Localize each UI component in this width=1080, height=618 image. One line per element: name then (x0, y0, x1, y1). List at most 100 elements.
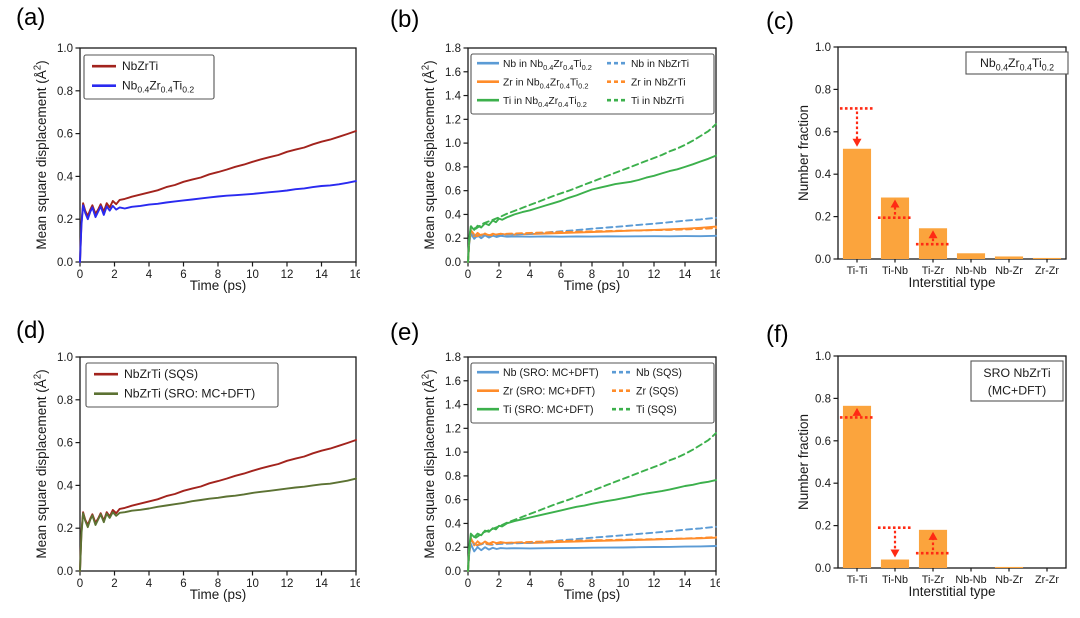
x-category-label: Nb-Zr (995, 265, 1023, 277)
y-tick-label: 1.8 (445, 43, 461, 55)
bar-Ti-Ti (842, 148, 872, 259)
x-tick-label: 8 (589, 578, 595, 590)
panel-e-chart: 0.0 0.2 0.4 0.6 0.8 1.0 1.2 1.4 1.6 1.8 Mean squar… (420, 352, 720, 602)
y-tick-label: 0.0 (445, 257, 461, 269)
ref-arrow-head-Ti-Nb (890, 199, 900, 208)
panel-d-chart: 0.0 0.2 0.4 0.6 0.8 1.0 Mean square displaceme… (32, 352, 360, 602)
x-category-label: Ti-Ti (847, 574, 868, 586)
y-axis-label: Mean square displacement (Å2) (420, 60, 437, 249)
x-tick-label: 12 (281, 269, 294, 281)
y-tick-label: 0.2 (445, 542, 461, 554)
y-tick-label: 0.8 (815, 84, 831, 96)
x-tick-label: 6 (558, 269, 564, 281)
x-tick-label: 2 (111, 269, 117, 281)
legend-label-2: Ti in Nb0.4Zr0.4Ti0.2 (503, 96, 587, 109)
y-tick-label: 0.8 (57, 395, 73, 407)
legend-box (470, 362, 715, 424)
x-tick-label: 14 (315, 578, 328, 590)
y-tick-label: 1.6 (445, 376, 461, 388)
y-tick-label: 1.2 (445, 423, 461, 435)
ref-arrow-head-Ti-Zr (928, 230, 938, 239)
y-tick-label: 0.6 (445, 495, 461, 507)
x-category-label: Nb-Nb (955, 265, 986, 277)
y-tick-label: 0.6 (57, 438, 73, 450)
series-1 (79, 477, 357, 572)
x-tick-label: 12 (281, 578, 294, 590)
legend-box (83, 54, 215, 100)
series-3 (467, 216, 717, 263)
y-axis-label: Number fraction (796, 414, 811, 510)
legend-label-0: NbZrTi (SQS) (124, 367, 198, 381)
x-category-label: Zr-Zr (1035, 265, 1059, 277)
y-axis: 0.0 0.2 0.4 0.6 0.8 1.0 (815, 42, 838, 266)
x-tick-label: 2 (496, 269, 502, 281)
panel-f: (f) 0.0 0.2 0.4 0.6 0.8 1.0 Number fraction Int… (720, 309, 1080, 618)
x-tick-label: 16 (350, 578, 360, 590)
series-0 (467, 232, 717, 263)
x-category-label: Ti-Nb (882, 265, 908, 277)
y-tick-label: 0.0 (57, 257, 73, 269)
x-tick-label: 2 (496, 578, 502, 590)
panel-b: (b) 0.0 0.2 0.4 0.6 0.8 1.0 1.2 1.4 1.6 1.8 Mean s… (360, 0, 720, 309)
panel-label-f: (f) (766, 321, 789, 348)
y-axis: 0.0 0.2 0.4 0.6 0.8 1.0 (57, 43, 80, 269)
legend-label-4: Zr (SQS) (636, 386, 678, 398)
x-axis: Ti-Ti Ti-Nb Ti-Zr Nb-Nb Nb-Zr Zr-Zr (847, 568, 1059, 586)
legend-label-3: Nb in NbZrTi (631, 59, 689, 70)
y-tick-label: 0.2 (57, 214, 73, 226)
y-tick-label: 0.8 (815, 393, 831, 405)
bar-Ti-Ti (842, 405, 872, 568)
y-axis: 0.0 0.2 0.4 0.6 0.8 1.0 1.2 1.4 1.6 1.8 (445, 352, 468, 578)
x-category-label: Ti-Zr (922, 265, 945, 277)
title-box (965, 51, 1069, 75)
x-category-label: Nb-Zr (995, 574, 1023, 586)
x-tick-label: 0 (77, 578, 83, 590)
panel-label-d: (d) (16, 317, 46, 344)
series-0 (79, 439, 357, 572)
series-0 (467, 542, 717, 572)
x-tick-label: 0 (465, 578, 471, 590)
y-tick-label: 0.2 (815, 521, 831, 533)
series-5 (467, 123, 717, 263)
legend-label-1: Zr in Nb0.4Zr0.4Ti0.2 (503, 78, 588, 91)
y-tick-label: 0.2 (57, 523, 73, 535)
panel-e: (e) 0.0 0.2 0.4 0.6 0.8 1.0 1.2 1.4 1.6 1.8 Mean s… (360, 309, 720, 618)
x-tick-label: 16 (350, 269, 360, 281)
y-tick-label: 1.2 (445, 114, 461, 126)
title-box-line-0: Nb0.4Zr0.4Ti0.2 (980, 56, 1054, 72)
x-tick-label: 4 (527, 269, 534, 281)
y-tick-label: 0.8 (57, 86, 73, 98)
y-tick-label: 1.4 (445, 400, 462, 412)
panel-a-chart: 0.0 0.2 0.4 0.6 0.8 1.0 Mean square displaceme… (32, 43, 360, 293)
series-4 (467, 536, 717, 572)
y-axis: 0.0 0.2 0.4 0.6 0.8 1.0 1.2 1.4 1.6 1.8 (445, 43, 468, 269)
x-axis: 0 2 4 6 8 10 12 14 16 (465, 262, 720, 281)
x-category-label: Nb-Nb (955, 574, 986, 586)
y-tick-label: 0.4 (815, 478, 832, 490)
x-tick-label: 4 (146, 578, 153, 590)
y-tick-label: 1.0 (445, 138, 461, 150)
x-tick-label: 4 (146, 269, 153, 281)
bar-Nb-Zr (994, 256, 1024, 259)
y-tick-label: 0.4 (57, 480, 74, 492)
x-tick-label: 10 (617, 269, 630, 281)
legend-label-0: Nb (SRO: MC+DFT) (503, 367, 599, 379)
x-category-label: Ti-Ti (847, 265, 868, 277)
legend-label-0: Nb in Nb0.4Zr0.4Ti0.2 (503, 59, 592, 72)
y-axis-label: Mean square displacement (Å2) (420, 369, 437, 558)
legend-label-1: NbZrTi (SRO: MC+DFT) (124, 387, 255, 401)
x-tick-label: 16 (710, 578, 720, 590)
series-2 (467, 154, 717, 263)
legend-box (85, 362, 279, 408)
x-axis: Ti-Ti Ti-Nb Ti-Zr Nb-Nb Nb-Zr Zr-Zr (847, 259, 1059, 277)
y-tick-label: 0.4 (57, 171, 74, 183)
bar-Nb-Zr (994, 566, 1024, 568)
x-axis-label: Time (ps) (190, 278, 247, 293)
x-axis-label: Interstitial type (908, 275, 995, 290)
x-tick-label: 6 (558, 578, 564, 590)
x-tick-label: 4 (527, 578, 534, 590)
y-tick-label: 1.0 (815, 42, 831, 54)
legend-label-5: Ti (SQS) (636, 404, 677, 416)
panel-label-e: (e) (390, 319, 420, 346)
y-axis-label: Mean square displacement (Å2) (32, 60, 49, 249)
